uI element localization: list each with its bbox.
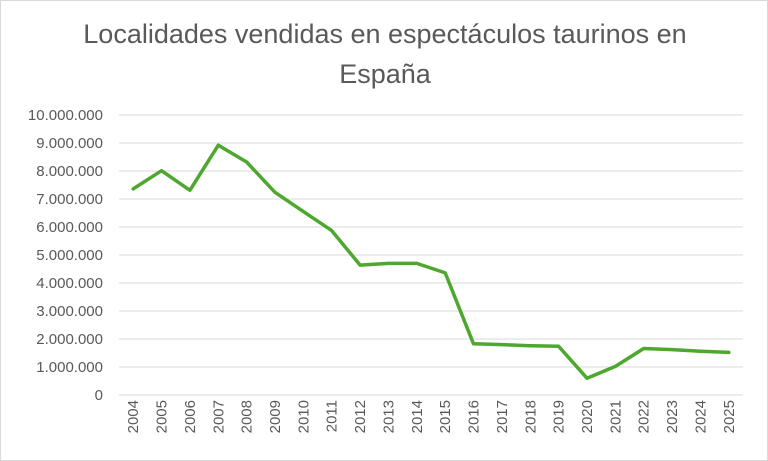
x-tick-label: 2025: [721, 400, 738, 433]
y-tick-label: 1.000.000: [36, 359, 103, 376]
y-tick-label: 2.000.000: [36, 331, 103, 348]
y-tick-label: 7.000.000: [36, 191, 103, 208]
x-tick-label: 2014: [409, 400, 426, 433]
x-tick-label: 2010: [295, 400, 312, 433]
x-tick-label: 2024: [692, 400, 709, 433]
x-tick-label: 2013: [380, 400, 397, 433]
x-tick-label: 2004: [125, 400, 142, 433]
y-tick-label: 6.000.000: [36, 219, 103, 236]
x-tick-label: 2015: [437, 400, 454, 433]
x-tick-label: 2020: [579, 400, 596, 433]
x-tick-label: 2012: [352, 400, 369, 433]
chart-title-line1: Localidades vendidas en espectáculos tau…: [83, 19, 687, 49]
x-tick-label: 2009: [267, 400, 284, 433]
x-tick-label: 2017: [494, 400, 511, 433]
y-tick-label: 10.000.000: [28, 107, 103, 124]
x-tick-label: 2016: [466, 400, 483, 433]
series-line: [131, 143, 731, 380]
y-tick-label: 0: [95, 387, 103, 404]
x-tick-label: 2019: [551, 400, 568, 433]
y-tick-label: 9.000.000: [36, 135, 103, 152]
y-tick-label: 3.000.000: [36, 303, 103, 320]
chart-title-line2: España: [339, 59, 431, 89]
y-tick-label: 8.000.000: [36, 163, 103, 180]
x-tick-label: 2018: [522, 400, 539, 433]
x-tick-label: 2006: [182, 400, 199, 433]
x-tick-label: 2005: [154, 400, 171, 433]
x-tick-label: 2022: [636, 400, 653, 433]
x-tick-label: 2021: [607, 400, 624, 433]
y-tick-label: 4.000.000: [36, 275, 103, 292]
x-tick-label: 2011: [324, 400, 341, 432]
y-tick-label: 5.000.000: [36, 247, 103, 264]
x-tick-label: 2007: [210, 400, 227, 433]
x-tick-label: 2008: [239, 400, 256, 433]
x-tick-label: 2023: [664, 400, 681, 433]
